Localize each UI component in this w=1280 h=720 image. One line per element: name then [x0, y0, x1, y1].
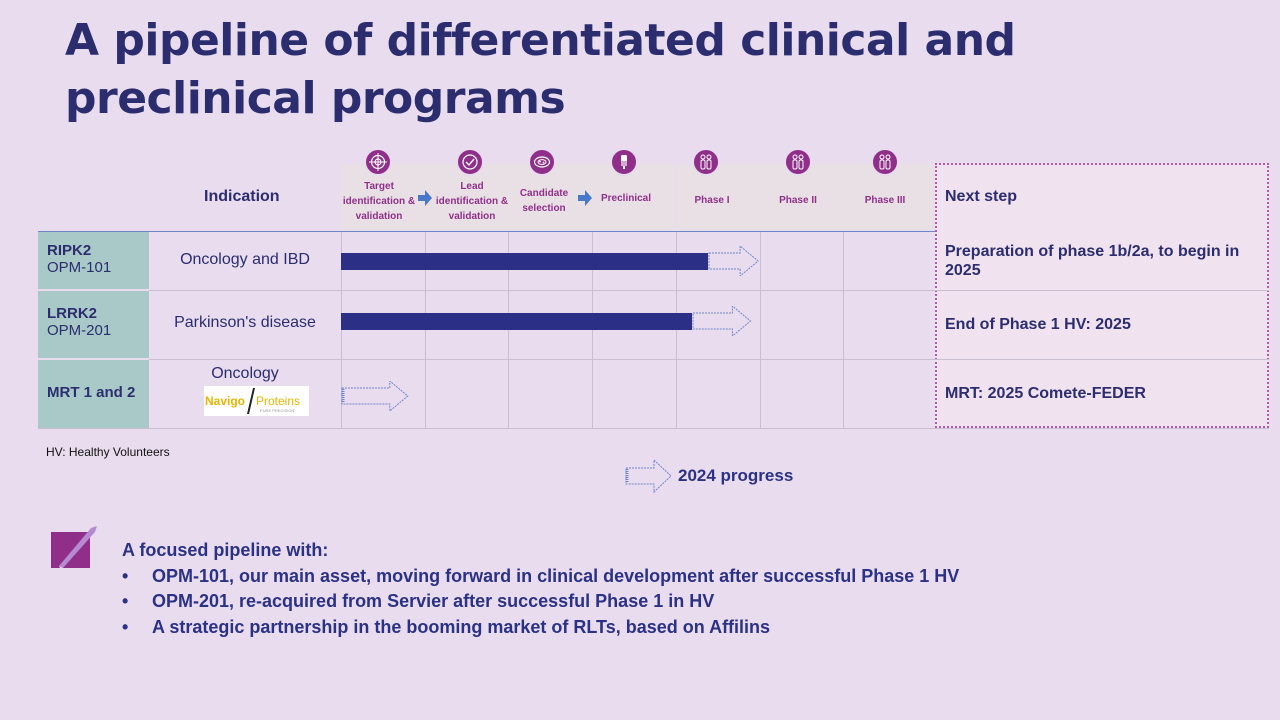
indication-header: Indication — [204, 188, 280, 205]
summary-bullet: • OPM-101, our main asset, moving forward… — [122, 565, 960, 586]
row-header-lrrk2 — [38, 291, 149, 358]
stage-label-candidate: Candidate selection — [519, 188, 569, 214]
legend-label: 2024 progress — [678, 466, 794, 485]
flask-icon — [610, 148, 638, 176]
logo-proteins-text: Proteins — [256, 394, 301, 408]
row-header-ripk2 — [38, 232, 149, 289]
progress-extension-arrow — [708, 246, 760, 276]
logo-tagline: PURE PRECISION — [260, 408, 295, 413]
table-bottom-border — [38, 428, 1269, 429]
column-divider — [676, 232, 677, 428]
program-code: OPM-101 — [47, 259, 112, 276]
summary-section: A focused pipeline with: • OPM-101, our m… — [122, 538, 959, 640]
next-step-column — [935, 163, 1269, 428]
legend-arrow-icon — [625, 459, 672, 493]
program-lrrk2: LRRK2 OPM-201 — [47, 305, 111, 339]
progress-bar-lrrk2 — [341, 313, 692, 330]
logo-slash-icon — [247, 388, 255, 414]
column-divider — [341, 232, 342, 428]
stage-label-target: Target identification & validation — [342, 181, 416, 222]
stage-label-phase-2: Phase II — [779, 195, 817, 206]
row-divider — [149, 359, 1269, 360]
progress-arrow-mrt — [341, 381, 409, 411]
stage-label-lead: Lead identification & validation — [435, 181, 509, 222]
stage-arrow-icon — [578, 190, 592, 206]
column-divider — [508, 232, 509, 428]
next-step-lrrk2: End of Phase 1 HV: 2025 — [945, 316, 1131, 333]
row-header-mrt — [38, 360, 149, 428]
navigo-proteins-logo: Navigo Proteins PURE PRECISION — [204, 386, 309, 416]
program-name: LRRK2 — [47, 305, 98, 322]
progress-extension-arrow — [341, 381, 409, 411]
page-title: A pipeline of differentiated clinical an… — [65, 15, 1016, 124]
column-divider — [843, 232, 844, 428]
people-icon — [692, 148, 720, 176]
logo-navigo-text: Navigo — [205, 394, 246, 408]
petri-dish-icon — [528, 148, 556, 176]
people-icon — [871, 148, 899, 176]
indication-mrt: Oncology — [211, 365, 279, 382]
stage-label-phase-3: Phase III — [864, 195, 906, 206]
check-circle-icon — [456, 148, 484, 176]
progress-bar-ripk2 — [341, 253, 709, 270]
column-divider — [425, 232, 426, 428]
progress-extension-arrow — [692, 306, 751, 336]
next-step-header: Next step — [945, 188, 1018, 205]
program-code: OPM-201 — [47, 322, 112, 339]
pen-icon — [51, 526, 97, 570]
program-ripk2: RIPK2 OPM-101 — [47, 242, 111, 276]
program-name: RIPK2 — [47, 242, 92, 259]
stage-label-preclinical: Preclinical — [600, 193, 652, 204]
next-step-mrt: MRT: 2025 Comete-FEDER — [945, 385, 1146, 402]
summary-bullet: • OPM-201, re-acquired from Servier after… — [122, 591, 715, 611]
column-divider — [760, 232, 761, 428]
progress-arrow-lrrk2 — [692, 306, 751, 336]
stage-label-phase-1: Phase I — [694, 195, 730, 206]
indication-lrrk2: Parkinson's disease — [174, 314, 316, 331]
summary-heading: A focused pipeline with: — [122, 540, 329, 560]
clinical-stages-header — [677, 164, 934, 230]
stage-arrow-icon — [418, 190, 432, 206]
summary-bullet: • A strategic partnership in the booming … — [122, 616, 771, 637]
people-icon — [784, 148, 812, 176]
progress-arrow-ripk2 — [708, 246, 760, 276]
next-step-ripk2: Preparation of phase 1b/2a, to begin in … — [945, 243, 1240, 279]
column-divider — [592, 232, 593, 428]
target-icon — [364, 148, 392, 176]
indication-ripk2: Oncology and IBD — [180, 251, 310, 268]
header-divider — [38, 231, 935, 232]
row-divider — [149, 290, 1269, 291]
footnote: HV: Healthy Volunteers — [46, 445, 170, 459]
program-mrt: MRT 1 and 2 — [47, 384, 136, 401]
